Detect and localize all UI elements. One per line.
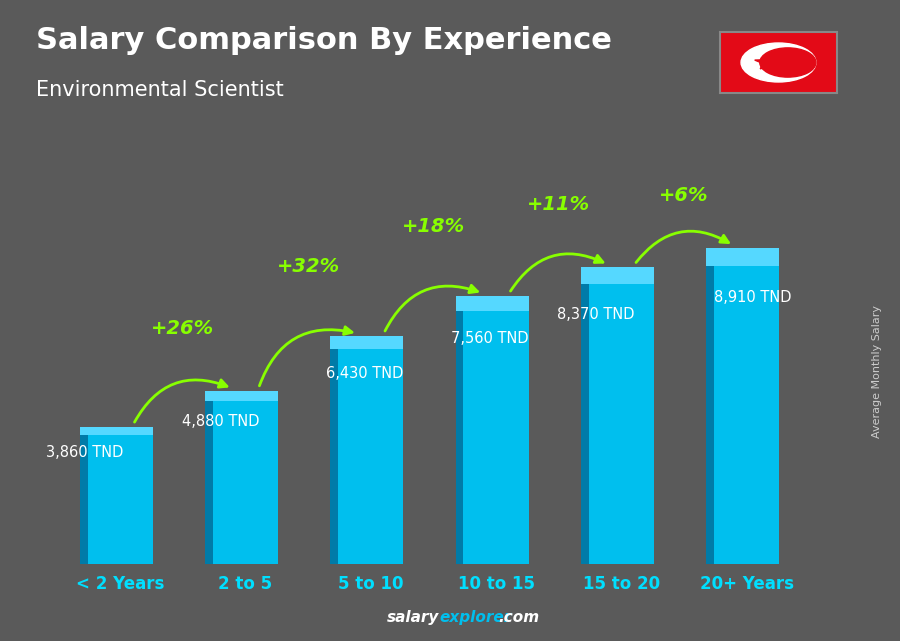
Text: 8,370 TND: 8,370 TND	[557, 306, 635, 322]
Text: 8,910 TND: 8,910 TND	[714, 290, 792, 305]
Bar	[87, 435, 153, 564]
Text: 7,560 TND: 7,560 TND	[451, 331, 528, 347]
Bar	[338, 349, 403, 564]
Bar	[464, 312, 528, 564]
Text: 3,860 TND: 3,860 TND	[47, 445, 124, 460]
Text: +18%: +18%	[401, 217, 465, 236]
Text: +32%: +32%	[276, 257, 339, 276]
Text: 6,430 TND: 6,430 TND	[326, 366, 403, 381]
Text: +26%: +26%	[151, 319, 214, 338]
Bar	[213, 401, 278, 564]
Bar	[706, 266, 714, 564]
Circle shape	[741, 43, 816, 82]
Bar	[80, 435, 87, 564]
Bar	[580, 284, 589, 564]
Bar	[205, 401, 213, 564]
Bar	[205, 391, 278, 401]
Polygon shape	[755, 54, 784, 69]
Bar	[80, 428, 153, 435]
Text: 4,880 TND: 4,880 TND	[182, 414, 259, 429]
Circle shape	[760, 48, 816, 77]
Text: explorer: explorer	[439, 610, 511, 625]
Bar	[714, 266, 779, 564]
Bar	[580, 267, 654, 284]
Bar	[455, 296, 528, 312]
Text: salary: salary	[387, 610, 439, 625]
Bar	[706, 248, 779, 266]
Text: Salary Comparison By Experience: Salary Comparison By Experience	[36, 26, 612, 54]
Text: +6%: +6%	[659, 186, 708, 205]
Text: Average Monthly Salary: Average Monthly Salary	[872, 305, 883, 438]
Bar	[330, 336, 403, 349]
Bar	[455, 312, 464, 564]
Bar	[330, 349, 338, 564]
Text: .com: .com	[499, 610, 540, 625]
Text: Environmental Scientist: Environmental Scientist	[36, 80, 284, 100]
Text: +11%: +11%	[527, 195, 590, 214]
Bar	[589, 284, 654, 564]
